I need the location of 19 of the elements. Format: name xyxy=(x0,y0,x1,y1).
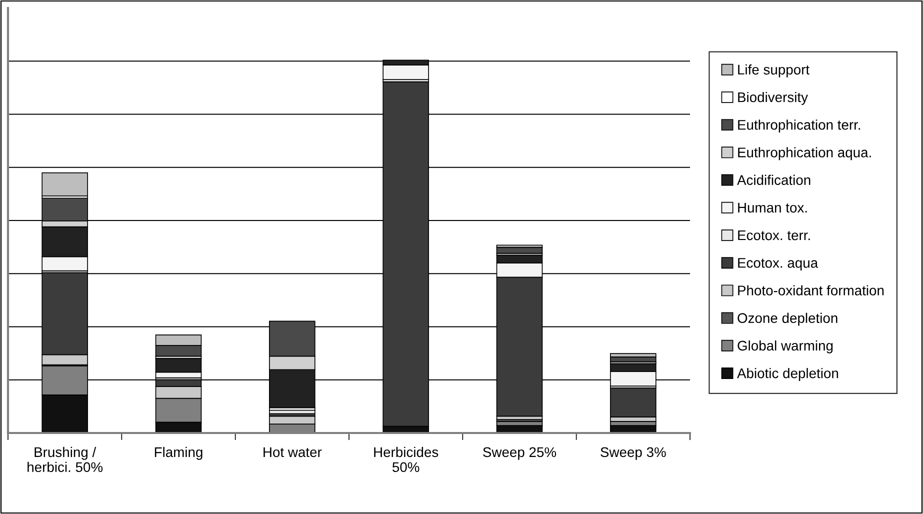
legend-label: Ecotox. aqua xyxy=(738,258,818,271)
legend-label: Life support xyxy=(738,64,810,78)
legend-label: Euthrophication terr. xyxy=(738,120,860,133)
legend-label: Ecotox. terr. xyxy=(738,230,810,240)
legend-label: Biodiversity xyxy=(738,92,808,105)
x-tick-label: Herbicides 50% xyxy=(374,446,438,472)
legend-label: Ozone depletion xyxy=(738,312,838,326)
legend-label: Human tox. xyxy=(738,202,807,213)
bar xyxy=(42,172,88,196)
x-tick-label: Flaming xyxy=(154,446,202,460)
legend-label: Abiotic depletion xyxy=(737,368,838,381)
legend-label: Euthrophication aqua. xyxy=(738,147,871,160)
legend-label: Global warming xyxy=(738,340,833,354)
x-tick-label: Sweep 25% xyxy=(483,447,556,460)
x-tick-label: Sweep 3% xyxy=(600,447,666,460)
legend-label: Acidification xyxy=(737,174,810,185)
legend-label: Photo-oxidant formation xyxy=(738,285,884,296)
x-tick-label: Brushing / herbici. 50% xyxy=(28,446,103,472)
x-tick-label: Hot water xyxy=(264,447,322,458)
